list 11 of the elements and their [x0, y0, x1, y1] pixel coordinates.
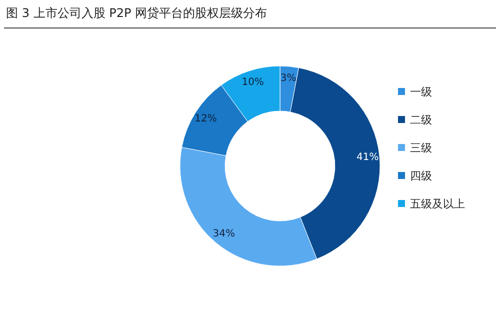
legend-label: 二级: [410, 114, 432, 126]
data-label: 34%: [212, 228, 236, 240]
data-label: 12%: [194, 113, 217, 124]
data-label: 3%: [280, 72, 296, 84]
legend-label: 五级及以上: [410, 198, 465, 210]
data-label: 10%: [242, 76, 264, 88]
legend-label: 四级: [410, 170, 432, 182]
legend-label: 三级: [410, 142, 432, 154]
data-label: 41%: [356, 152, 379, 164]
legend-label: 一级: [410, 86, 432, 98]
chart-title: 图 3 上市公司入股 P2P 网贷平台的股权层级分布: [6, 6, 267, 20]
